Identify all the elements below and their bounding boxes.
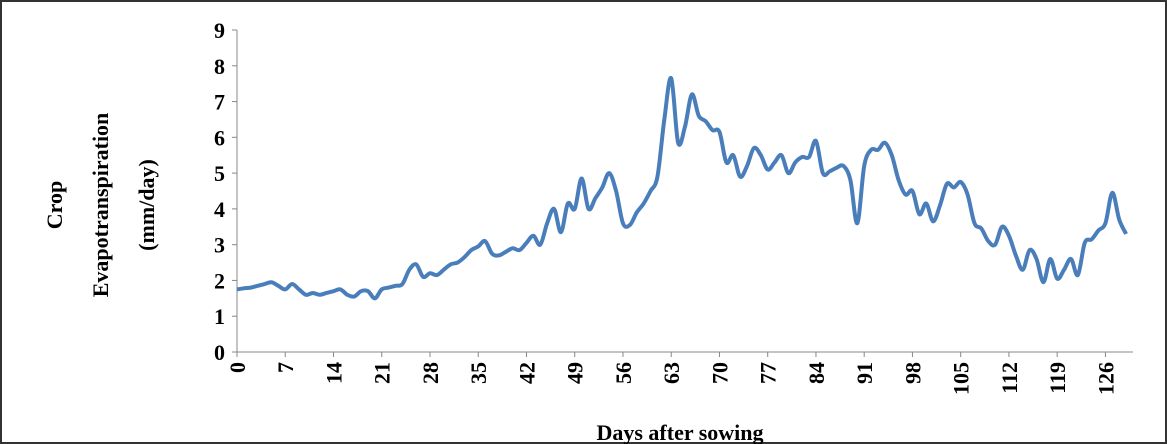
x-tick-label: 91 bbox=[852, 362, 877, 384]
x-tick-label: 112 bbox=[997, 362, 1022, 394]
x-axis-label: Days after sowing bbox=[596, 420, 763, 444]
y-axis-label: Crop bbox=[42, 181, 67, 230]
x-tick-label: 49 bbox=[563, 362, 588, 384]
x-tick-label: 126 bbox=[1093, 362, 1118, 395]
x-tick-label: 119 bbox=[1045, 362, 1070, 394]
x-tick-label: 35 bbox=[466, 362, 491, 384]
y-tick-label: 1 bbox=[214, 304, 225, 329]
y-tick-label: 6 bbox=[214, 125, 225, 150]
y-axis-label: Evapotranspiration bbox=[88, 113, 113, 298]
data-line bbox=[236, 76, 1128, 301]
x-tick-label: 42 bbox=[514, 362, 539, 384]
x-tick-label: 98 bbox=[900, 362, 925, 384]
x-tick-label: 14 bbox=[321, 362, 346, 384]
x-tick-label: 21 bbox=[370, 362, 395, 384]
x-tick-label: 7 bbox=[273, 362, 298, 373]
y-tick-label: 4 bbox=[214, 197, 225, 222]
x-tick-label: 77 bbox=[756, 362, 781, 384]
y-tick-label: 7 bbox=[214, 90, 225, 115]
y-tick-label: 2 bbox=[214, 268, 225, 293]
x-tick-label: 105 bbox=[949, 362, 974, 395]
x-tick-label: 63 bbox=[659, 362, 684, 384]
y-tick-label: 8 bbox=[214, 54, 225, 79]
x-tick-label: 56 bbox=[611, 362, 636, 384]
x-tick-label: 70 bbox=[707, 362, 732, 384]
x-tick-label: 28 bbox=[418, 362, 443, 384]
x-tick-label: 0 bbox=[225, 362, 250, 373]
y-tick-label: 9 bbox=[214, 18, 225, 43]
y-tick-label: 5 bbox=[214, 161, 225, 186]
y-axis-label: (mm/day) bbox=[134, 159, 159, 251]
x-tick-label: 84 bbox=[804, 362, 829, 384]
y-tick-label: 0 bbox=[214, 340, 225, 365]
y-tick-label: 3 bbox=[214, 233, 225, 258]
